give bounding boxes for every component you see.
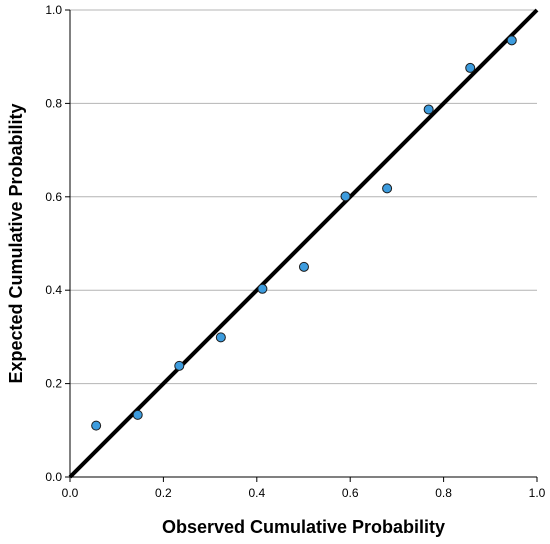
data-point (465, 62, 476, 73)
data-point (506, 35, 517, 46)
data-point (91, 420, 102, 431)
x-tick-label: 1.0 (529, 486, 546, 500)
reference-line-group (68, 8, 539, 479)
y-tick-label: 0.8 (45, 96, 62, 110)
data-point (174, 360, 185, 371)
x-axis-title: Observed Cumulative Probability (162, 517, 445, 537)
y-tick-label: 0.4 (45, 283, 62, 297)
axes (69, 10, 537, 478)
data-point (132, 409, 143, 420)
reference-line (68, 8, 539, 479)
data-point (257, 283, 268, 294)
x-tick-label: 0.4 (248, 486, 265, 500)
y-axis-title: Expected Cumulative Probability (6, 103, 26, 383)
data-points (91, 35, 517, 431)
y-tick-label: 0.6 (45, 190, 62, 204)
y-tick-label: 1.0 (45, 3, 62, 17)
x-tick-label: 0.6 (342, 486, 359, 500)
data-point (215, 332, 226, 343)
data-point (340, 191, 351, 202)
x-tick-label: 0.0 (62, 486, 79, 500)
x-tick-label: 0.8 (435, 486, 452, 500)
gridlines (70, 9, 537, 385)
x-tick-label: 0.2 (155, 486, 172, 500)
tick-labels: 0.0 0.2 0.4 0.6 0.8 1.0 0.0 0.2 0.4 0.6 0.8 1.0 (45, 3, 545, 500)
data-point (382, 183, 393, 194)
data-point (423, 104, 434, 115)
y-tick-label: 0.0 (45, 470, 62, 484)
y-tick-label: 0.2 (45, 377, 62, 391)
data-point (298, 261, 309, 272)
